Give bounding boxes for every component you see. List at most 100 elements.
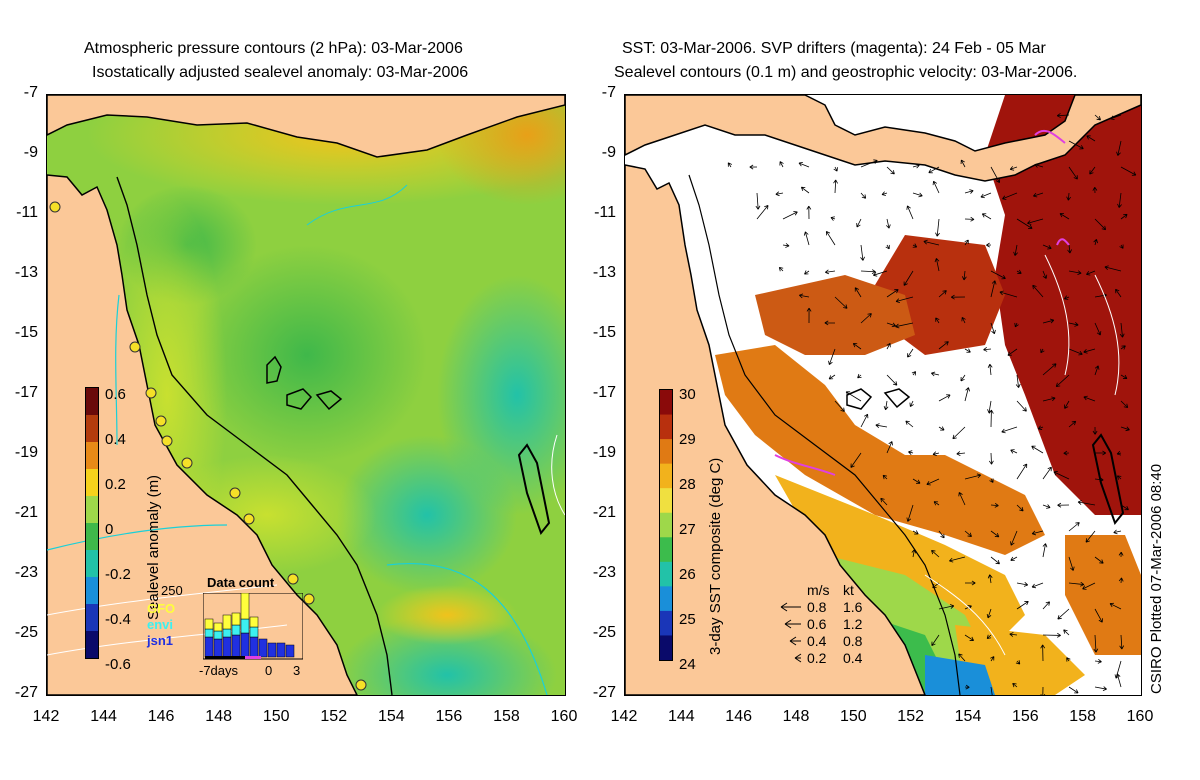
velocity-arrow: [906, 205, 914, 220]
velocity-arrow: [950, 294, 966, 300]
velocity-arrow: [980, 192, 992, 199]
x-tick-label: 152: [897, 708, 924, 725]
velocity-arrow: [990, 166, 1001, 183]
x-tick-label: 150: [839, 708, 867, 725]
velocity-arrow: [833, 179, 838, 194]
velocity-arrow: [1014, 322, 1019, 328]
sealevel-map-svg: [47, 95, 565, 695]
sst-cold-patch: [925, 655, 995, 695]
inset-x-label-end: 3: [293, 663, 301, 678]
velocity-arrow: [803, 231, 810, 246]
plot-credit: CSIRO Plotted 07-Mar-2006 08:40: [1148, 463, 1165, 694]
colorbar-segment: [660, 463, 672, 489]
sst-cool-band: [825, 555, 985, 675]
y-tick-label: -19: [14, 444, 38, 461]
sst-warm-region-east: [985, 95, 1141, 515]
velocity-arrow: [964, 530, 972, 537]
velocity-arrow: [923, 239, 940, 246]
sst-east-patch: [1065, 535, 1141, 655]
velocity-arrow: [895, 322, 914, 329]
velocity-arrow: [1110, 114, 1122, 121]
velocity-arrow: [1068, 270, 1082, 276]
inset-histogram: [203, 593, 303, 660]
velocity-arrow: [1094, 658, 1102, 664]
sealevel-contour: [924, 574, 1006, 656]
velocity-arrow: [1037, 425, 1044, 430]
velocity-arrow: [926, 478, 940, 486]
velocity-arrow: [1055, 374, 1070, 388]
x-tick-label: 142: [610, 708, 638, 725]
velocity-arrow: [906, 504, 914, 522]
velocity-arrow: [1094, 114, 1101, 121]
velocity-arrow: [834, 296, 848, 309]
velocity-legend-kt-header: kt: [843, 582, 854, 598]
colorbar-tick-label: -0.2: [105, 566, 131, 583]
sst-warm-region-shelf: [755, 275, 915, 355]
colorbar-segment: [660, 586, 672, 612]
velocity-arrow: [804, 270, 810, 275]
x-tick-label: 154: [377, 708, 405, 725]
velocity-arrow: [875, 423, 888, 428]
y-tick-label: -25: [592, 624, 616, 641]
y-tick-label: -23: [14, 564, 38, 581]
inset-title: Data count: [207, 575, 275, 590]
velocity-arrow: [1016, 582, 1029, 587]
velocity-arrow: [1042, 270, 1048, 279]
inset-legend-entry: envi: [147, 617, 174, 632]
colorbar-segment: [660, 414, 672, 440]
velocity-arrow: [1009, 632, 1018, 637]
inset-ymax: 250: [161, 583, 183, 598]
velocity-arrow: [999, 290, 1018, 298]
velocity-arrow: [1086, 270, 1096, 276]
svp-drifter-track: [1056, 238, 1070, 246]
velocity-legend-ms: 0.4: [807, 633, 827, 649]
velocity-arrow: [1119, 634, 1125, 650]
velocity-arrow: [905, 420, 914, 428]
velocity-legend-ms-header: m/s: [807, 582, 830, 598]
histogram-today-marker: [245, 656, 261, 659]
velocity-arrow: [860, 244, 865, 261]
velocity-arrow: [912, 530, 919, 535]
velocity-arrow: [912, 163, 920, 169]
velocity-arrow: [880, 497, 888, 506]
velocity-arrow: [911, 371, 917, 376]
velocity-arrow: [850, 452, 862, 468]
velocity-arrow: [960, 374, 966, 382]
velocity-arrow: [852, 343, 862, 350]
velocity-arrow: [1042, 466, 1052, 480]
velocity-arrow: [1067, 244, 1072, 254]
reef-outline: [846, 388, 873, 410]
velocity-arrow: [775, 191, 784, 197]
velocity-arrow: [1016, 463, 1028, 480]
velocity-arrow: [903, 270, 914, 286]
velocity-arrow: [990, 556, 1000, 565]
x-tick-label: 148: [782, 708, 810, 725]
velocity-arrow: [932, 451, 940, 457]
velocity-arrow: [860, 269, 876, 275]
anomaly-low-center: [187, 245, 427, 465]
velocity-arrow: [1104, 265, 1122, 272]
velocity-arrow: [952, 426, 966, 440]
velocity-arrow: [990, 280, 997, 298]
velocity-arrow: [1120, 345, 1126, 350]
velocity-arrow: [938, 426, 945, 431]
velocity-arrow: [964, 348, 971, 353]
velocity-arrow: [886, 374, 898, 386]
velocity-arrow: [806, 307, 812, 324]
velocity-arrow: [1002, 192, 1018, 200]
y-tick-label: -19: [592, 444, 616, 461]
velocity-arrow: [1053, 471, 1070, 480]
velocity-arrow: [1013, 244, 1018, 256]
velocity-arrow: [1068, 581, 1085, 587]
sealevel-contour: [47, 584, 278, 616]
x-tick-label: 146: [147, 708, 175, 725]
pressure-contour: [306, 184, 408, 226]
velocity-arrow: [986, 242, 992, 248]
velocity-arrow: [1034, 163, 1044, 168]
velocity-legend-row: 0.8 1.6: [779, 599, 889, 616]
colorbar-tick-label: 24: [679, 656, 696, 673]
velocity-arrow: [964, 387, 970, 402]
x-tick-label: 160: [1126, 708, 1154, 725]
right-title-line2: Sealevel contours (0.1 m) and geostrophi…: [614, 64, 1078, 81]
velocity-arrow: [895, 296, 914, 304]
